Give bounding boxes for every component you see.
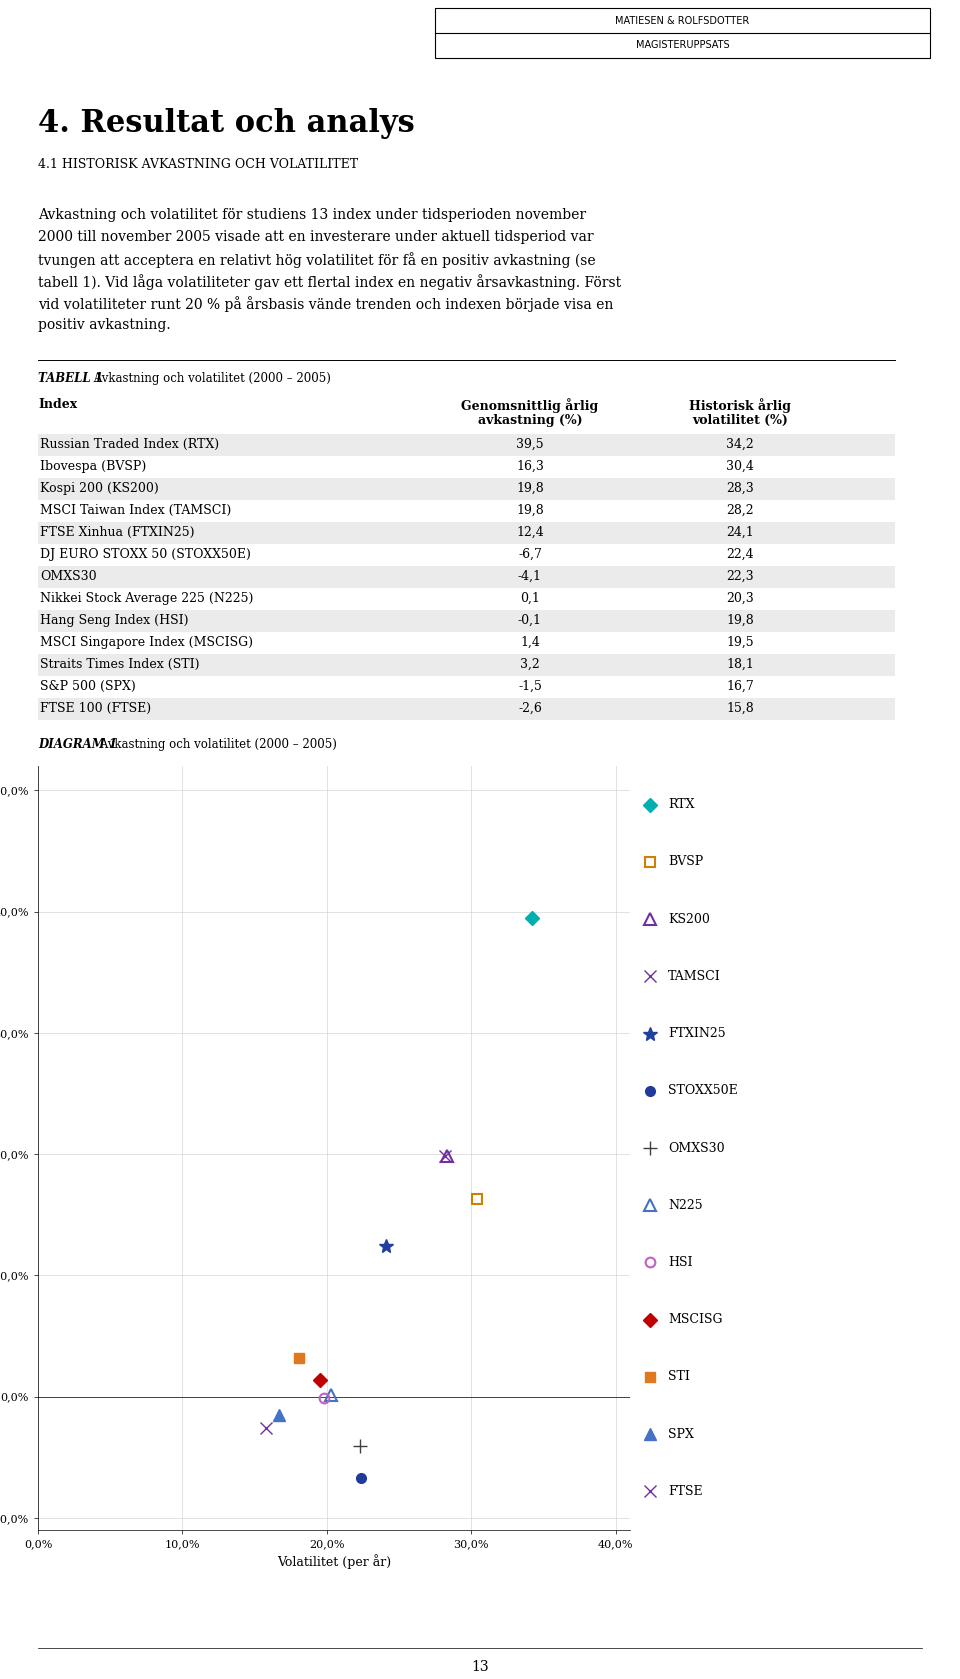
Text: vid volatiliteter runt 20 % på årsbasis vände trenden och indexen började visa e: vid volatiliteter runt 20 % på årsbasis … — [38, 296, 613, 312]
Text: MATIESEN & ROLFSDOTTER: MATIESEN & ROLFSDOTTER — [615, 15, 750, 25]
Text: 13: 13 — [471, 1661, 489, 1674]
Bar — [38, 544, 895, 566]
Bar — [435, 8, 930, 59]
Text: 4. Resultat och analys: 4. Resultat och analys — [38, 107, 415, 139]
Text: avkastning (%): avkastning (%) — [478, 415, 583, 426]
Text: Nikkei Stock Average 225 (N225): Nikkei Stock Average 225 (N225) — [40, 593, 253, 604]
Text: 19,8: 19,8 — [726, 615, 754, 626]
Text: FTSE: FTSE — [668, 1484, 703, 1498]
Text: -0,1: -0,1 — [518, 615, 542, 626]
Text: 22,4: 22,4 — [726, 547, 754, 561]
Text: 16,3: 16,3 — [516, 460, 544, 473]
Text: S&P 500 (SPX): S&P 500 (SPX) — [40, 680, 135, 693]
Text: 0,1: 0,1 — [520, 593, 540, 604]
Text: volatilitet (%): volatilitet (%) — [692, 415, 788, 426]
Text: 15,8: 15,8 — [726, 702, 754, 715]
Text: TAMSCI: TAMSCI — [668, 970, 721, 982]
Text: 18,1: 18,1 — [726, 658, 754, 672]
Bar — [38, 566, 895, 588]
Text: HSI: HSI — [668, 1256, 692, 1269]
Text: KS200: KS200 — [668, 913, 709, 925]
Text: 16,7: 16,7 — [726, 680, 754, 693]
Text: N225: N225 — [668, 1199, 703, 1212]
Bar — [38, 655, 895, 677]
Text: TABELL 1: TABELL 1 — [38, 373, 103, 384]
Text: 22,3: 22,3 — [726, 569, 754, 583]
Text: tvungen att acceptera en relativt hög volatilitet för få en positiv avkastning (: tvungen att acceptera en relativt hög vo… — [38, 252, 595, 269]
Text: 20,3: 20,3 — [726, 593, 754, 604]
Text: Hang Seng Index (HSI): Hang Seng Index (HSI) — [40, 615, 188, 626]
Bar — [38, 522, 895, 544]
Text: Kospi 200 (KS200): Kospi 200 (KS200) — [40, 482, 158, 495]
Text: FTSE Xinhua (FTXIN25): FTSE Xinhua (FTXIN25) — [40, 526, 195, 539]
Text: OMXS30: OMXS30 — [40, 569, 97, 583]
Bar — [38, 500, 895, 522]
Text: 1,4: 1,4 — [520, 636, 540, 650]
Text: STOXX50E: STOXX50E — [668, 1085, 737, 1098]
Text: positiv avkastning.: positiv avkastning. — [38, 317, 171, 332]
Text: Russian Traded Index (RTX): Russian Traded Index (RTX) — [40, 438, 219, 452]
Bar — [38, 609, 895, 631]
Text: FTSE 100 (FTSE): FTSE 100 (FTSE) — [40, 702, 151, 715]
Text: 3,2: 3,2 — [520, 658, 540, 672]
Text: MSCISG: MSCISG — [668, 1313, 723, 1326]
Text: DJ EURO STOXX 50 (STOXX50E): DJ EURO STOXX 50 (STOXX50E) — [40, 547, 251, 561]
Text: 19,5: 19,5 — [726, 636, 754, 650]
Text: 28,3: 28,3 — [726, 482, 754, 495]
Text: RTX: RTX — [668, 798, 694, 811]
Text: Historisk årlig: Historisk årlig — [689, 398, 791, 413]
Text: 19,8: 19,8 — [516, 504, 544, 517]
Text: tabell 1). Vid låga volatiliteter gav ett flertal index en negativ årsavkastning: tabell 1). Vid låga volatiliteter gav et… — [38, 274, 621, 290]
Text: 34,2: 34,2 — [726, 438, 754, 452]
Text: -4,1: -4,1 — [518, 569, 542, 583]
Bar — [38, 698, 895, 720]
Bar — [38, 479, 895, 500]
Text: 12,4: 12,4 — [516, 526, 544, 539]
Text: 39,5: 39,5 — [516, 438, 543, 452]
Text: -1,5: -1,5 — [518, 680, 542, 693]
Text: 2000 till november 2005 visade att en investerare under aktuell tidsperiod var: 2000 till november 2005 visade att en in… — [38, 230, 593, 243]
Text: Straits Times Index (STI): Straits Times Index (STI) — [40, 658, 200, 672]
Text: 28,2: 28,2 — [726, 504, 754, 517]
Text: MSCI Taiwan Index (TAMSCI): MSCI Taiwan Index (TAMSCI) — [40, 504, 231, 517]
Text: 24,1: 24,1 — [726, 526, 754, 539]
Text: SPX: SPX — [668, 1427, 694, 1441]
Text: 30,4: 30,4 — [726, 460, 754, 473]
Text: FTXIN25: FTXIN25 — [668, 1028, 726, 1039]
Text: Avkastning och volatilitet (2000 – 2005): Avkastning och volatilitet (2000 – 2005) — [96, 739, 337, 751]
Bar — [38, 588, 895, 609]
Text: -2,6: -2,6 — [518, 702, 542, 715]
Text: MAGISTERUPPSATS: MAGISTERUPPSATS — [636, 40, 730, 50]
Bar — [38, 433, 895, 457]
Text: Avkastning och volatilitet (2000 – 2005): Avkastning och volatilitet (2000 – 2005) — [90, 373, 331, 384]
Text: STI: STI — [668, 1370, 690, 1383]
Text: Index: Index — [38, 398, 77, 411]
Text: 19,8: 19,8 — [516, 482, 544, 495]
Bar — [38, 457, 895, 479]
Text: DIAGRAM 1: DIAGRAM 1 — [38, 739, 117, 751]
Bar — [38, 631, 895, 655]
Text: Avkastning och volatilitet för studiens 13 index under tidsperioden november: Avkastning och volatilitet för studiens … — [38, 208, 587, 222]
Text: -6,7: -6,7 — [518, 547, 542, 561]
Text: OMXS30: OMXS30 — [668, 1142, 725, 1155]
Text: Genomsnittlig årlig: Genomsnittlig årlig — [462, 398, 599, 413]
Text: BVSP: BVSP — [668, 855, 704, 868]
Text: 4.1 HISTORISK AVKASTNING OCH VOLATILITET: 4.1 HISTORISK AVKASTNING OCH VOLATILITET — [38, 158, 358, 171]
Bar — [38, 677, 895, 698]
X-axis label: Volatilitet (per år): Volatilitet (per år) — [276, 1555, 391, 1570]
Text: Ibovespa (BVSP): Ibovespa (BVSP) — [40, 460, 146, 473]
Text: MSCI Singapore Index (MSCISG): MSCI Singapore Index (MSCISG) — [40, 636, 253, 650]
